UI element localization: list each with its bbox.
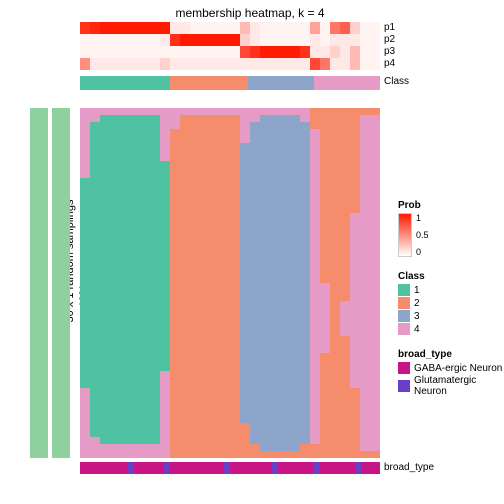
heat-column (240, 108, 250, 458)
broad-type-bar (80, 462, 380, 474)
class-bar-label: Class (384, 76, 409, 87)
heat-column (330, 108, 340, 458)
prob-row-p3 (80, 46, 380, 58)
heat-column (230, 108, 240, 458)
heat-column (290, 108, 300, 458)
heat-column (280, 108, 290, 458)
heat-column (210, 108, 220, 458)
legend-class: Class1234 (398, 271, 504, 335)
heat-column (200, 108, 210, 458)
plot-title: membership heatmap, k = 4 (120, 6, 380, 20)
heat-column (340, 108, 350, 458)
heat-column (80, 108, 90, 458)
prob-row-p1 (80, 22, 380, 34)
sampling-bar-outer (30, 108, 48, 458)
heat-column (170, 108, 180, 458)
heat-column (120, 108, 130, 458)
heat-column (150, 108, 160, 458)
heat-column (130, 108, 140, 458)
heat-column (180, 108, 190, 458)
prob-row-label: p4 (384, 58, 395, 69)
class-bar (80, 76, 380, 90)
heat-column (320, 108, 330, 458)
heat-column (140, 108, 150, 458)
prob-row-label: p3 (384, 46, 395, 57)
prob-row-p4 (80, 58, 380, 70)
prob-row-p2 (80, 34, 380, 46)
prob-row-label: p2 (384, 34, 395, 45)
heat-column (250, 108, 260, 458)
rows-bar (52, 108, 70, 458)
broad-type-label: broad_type (384, 462, 434, 473)
heat-column (270, 108, 280, 458)
heat-column (220, 108, 230, 458)
legend-panel: Prob10.50 Class1234 broad_typeGABA-ergic N… (398, 200, 504, 398)
heat-column (90, 108, 100, 458)
legend-prob: Prob10.50 (398, 200, 504, 257)
heat-column (370, 108, 380, 458)
heat-column (310, 108, 320, 458)
heat-column (360, 108, 370, 458)
heat-column (350, 108, 360, 458)
legend-broad-type: broad_typeGABA-ergic NeuronGlutamatergic… (398, 349, 504, 397)
membership-heatmap (80, 108, 380, 458)
heat-column (110, 108, 120, 458)
heat-column (190, 108, 200, 458)
prob-row-label: p1 (384, 22, 395, 33)
heat-column (300, 108, 310, 458)
heat-column (260, 108, 270, 458)
heat-column (100, 108, 110, 458)
heat-column (160, 108, 170, 458)
